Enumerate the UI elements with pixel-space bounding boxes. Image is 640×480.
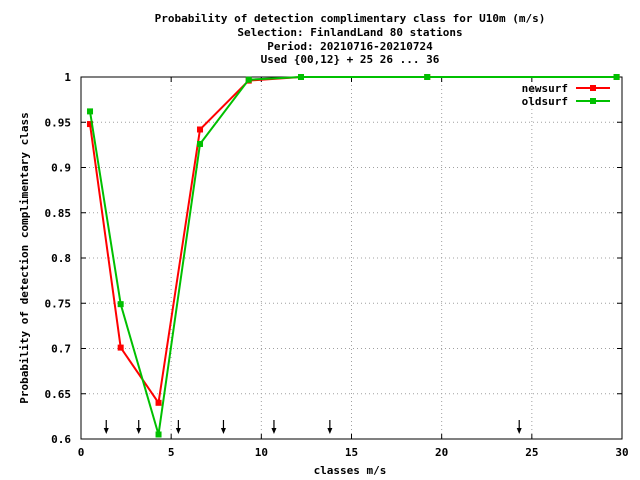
series-point-oldsurf bbox=[298, 74, 304, 80]
y-tick-label: 0.85 bbox=[45, 207, 72, 220]
arrow-head bbox=[221, 428, 226, 434]
y-tick-label: 0.75 bbox=[45, 297, 72, 310]
y-tick-label: 1 bbox=[64, 71, 71, 84]
legend-label-newsurf: newsurf bbox=[522, 82, 568, 95]
series-line-newsurf bbox=[90, 77, 617, 403]
y-tick-label: 0.95 bbox=[45, 116, 72, 129]
arrow-head bbox=[136, 428, 141, 434]
y-tick-label: 0.7 bbox=[51, 343, 71, 356]
x-tick-label: 25 bbox=[525, 446, 538, 459]
arrow-head bbox=[271, 428, 276, 434]
y-tick-label: 0.6 bbox=[51, 433, 71, 446]
x-tick-label: 30 bbox=[615, 446, 628, 459]
title-line-1: Probability of detection complimentary c… bbox=[155, 12, 546, 25]
y-axis-label: Probability of detection complimentary c… bbox=[18, 112, 31, 403]
tick-labels: 0 5 10 15 20 25 30 0.6 0.65 0.7 0.75 0.8 0.85 0.9 0.95… bbox=[45, 71, 629, 459]
series-group bbox=[87, 74, 620, 437]
x-tick-label: 5 bbox=[168, 446, 175, 459]
series-point-oldsurf bbox=[197, 141, 203, 147]
arrow-head bbox=[517, 428, 522, 434]
legend-marker-oldsurf bbox=[590, 98, 596, 104]
series-point-oldsurf bbox=[424, 74, 430, 80]
x-tick-label: 15 bbox=[345, 446, 358, 459]
series-point-newsurf bbox=[118, 345, 124, 351]
series-point-oldsurf bbox=[87, 108, 93, 114]
series-point-oldsurf bbox=[246, 77, 252, 83]
x-tick-label: 0 bbox=[78, 446, 85, 459]
series-point-newsurf bbox=[156, 400, 162, 406]
series-point-newsurf bbox=[197, 126, 203, 132]
arrow-head bbox=[327, 428, 332, 434]
y-tick-label: 0.9 bbox=[51, 162, 71, 175]
series-line-oldsurf bbox=[90, 77, 617, 435]
arrow-head bbox=[176, 428, 181, 434]
x-tick-label: 20 bbox=[435, 446, 448, 459]
x-axis-label: classes m/s bbox=[314, 464, 387, 477]
series-point-oldsurf bbox=[156, 431, 162, 437]
title-line-2: Selection: FinlandLand 80 stations bbox=[237, 26, 462, 39]
arrow-head bbox=[104, 428, 109, 434]
y-tick-label: 0.65 bbox=[45, 388, 72, 401]
x-tick-label: 10 bbox=[255, 446, 268, 459]
series-point-oldsurf bbox=[614, 74, 620, 80]
title-line-3: Period: 20210716-20210724 bbox=[267, 40, 433, 53]
title-line-4: Used {00,12} + 25 26 ... 36 bbox=[261, 53, 440, 66]
chart-title: Probability of detection complimentary c… bbox=[155, 12, 546, 66]
legend-marker-newsurf bbox=[590, 85, 596, 91]
legend-label-oldsurf: oldsurf bbox=[522, 95, 568, 108]
series-point-oldsurf bbox=[118, 301, 124, 307]
class-boundary-arrows bbox=[104, 420, 522, 434]
y-tick-label: 0.8 bbox=[51, 252, 71, 265]
